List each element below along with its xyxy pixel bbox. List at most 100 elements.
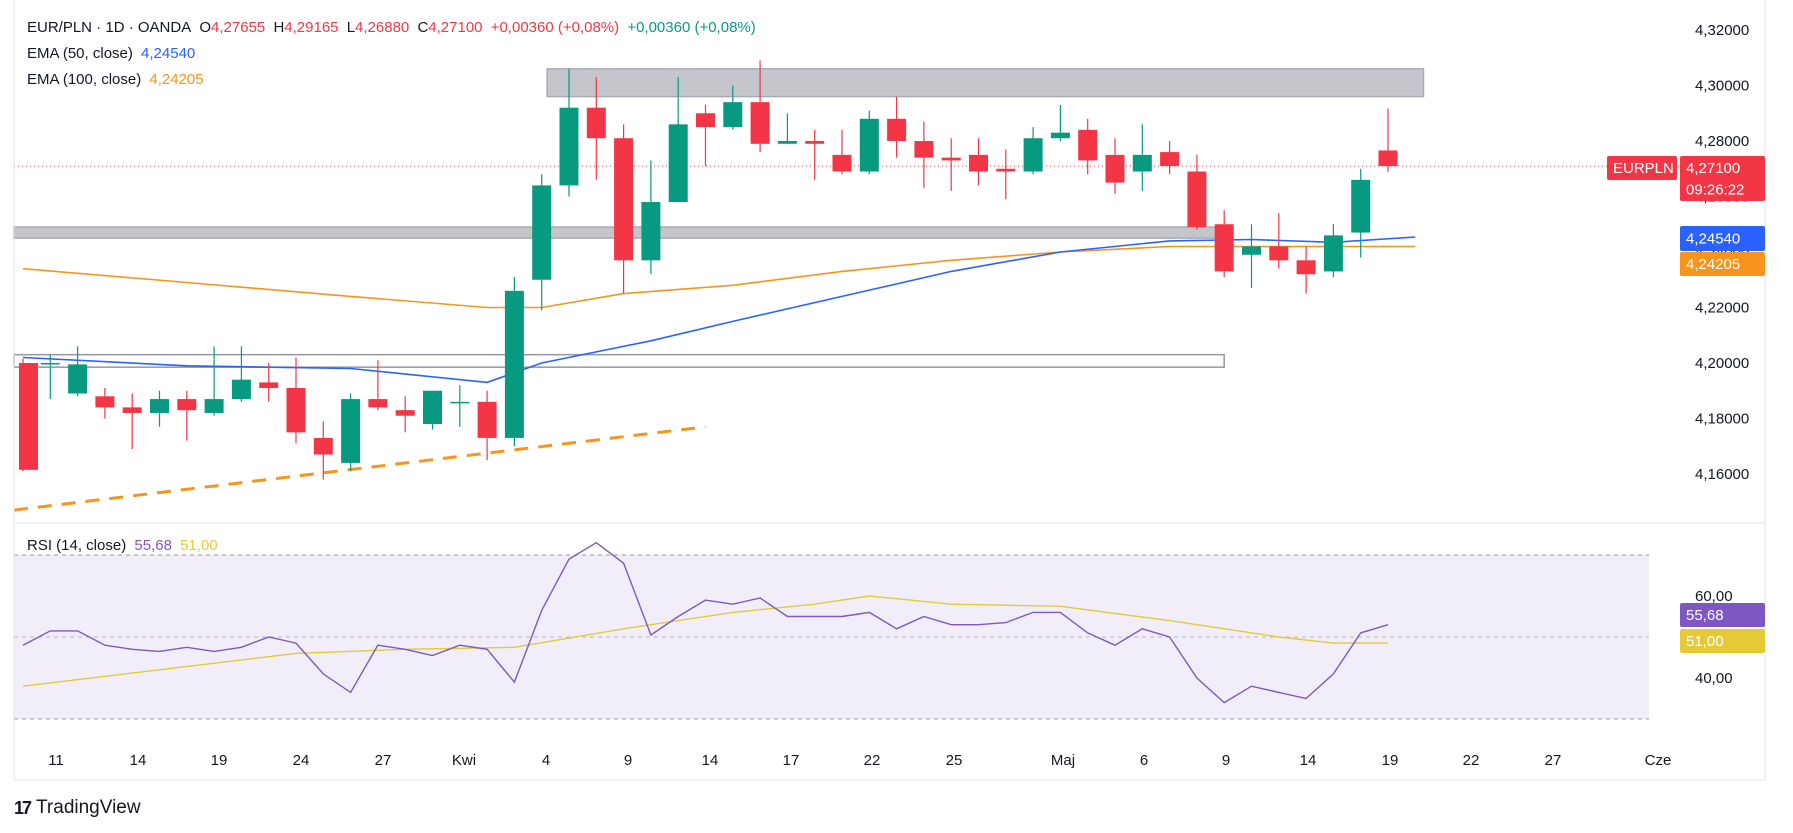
candle-31[interactable] [859, 110, 879, 175]
candle-11[interactable] [313, 421, 333, 480]
candle-30[interactable] [832, 129, 852, 175]
candle-33[interactable] [914, 121, 934, 189]
ema50-value: 4,24540 [141, 45, 196, 62]
candle-32[interactable] [887, 96, 907, 158]
symbol-tag: EURPLN [1607, 156, 1677, 180]
time-tick-label: 4 [542, 752, 550, 769]
tradingview-branding[interactable]: 17 TradingView [14, 797, 141, 819]
ema50-legend[interactable]: EMA (50, close) 4,24540 [27, 45, 199, 62]
rsi-tag: 55,68 [1680, 603, 1765, 627]
candle-body [887, 118, 907, 141]
candle-36[interactable] [996, 149, 1016, 200]
open-label: O4,27655 [199, 19, 266, 36]
candle-50[interactable] [1378, 108, 1398, 173]
last-price-tag-bg [1680, 156, 1765, 180]
candlesticks[interactable] [19, 60, 1398, 480]
candle-45[interactable] [1242, 224, 1261, 289]
time-tick-label: 14 [1300, 752, 1317, 769]
candle-body [1242, 246, 1261, 255]
candle-4[interactable] [122, 393, 142, 450]
candle-46[interactable] [1269, 213, 1289, 269]
rsi-ma-line [22, 595, 1388, 687]
candle-34[interactable] [941, 138, 961, 191]
candle-body [95, 396, 115, 408]
ema100-legend[interactable]: EMA (100, close) 4,24205 [27, 71, 208, 88]
price-zones [13, 68, 1425, 368]
candle-19[interactable] [532, 174, 552, 311]
candle-body [1378, 150, 1398, 166]
candle-27[interactable] [750, 60, 770, 153]
candle-29[interactable] [805, 129, 825, 180]
candle-22[interactable] [614, 124, 634, 294]
candle-18[interactable] [504, 276, 524, 447]
rsi-legend[interactable]: RSI (14, close) 55,68 51,00 [27, 537, 222, 554]
candle-8[interactable] [231, 346, 251, 402]
ema100-tag-text: 4,24205 [1686, 256, 1740, 273]
candle-16[interactable] [450, 385, 470, 427]
time-tick-label: Cze [1645, 752, 1672, 769]
candle-1[interactable] [40, 354, 60, 400]
symbol-tag-bg [1607, 156, 1677, 180]
candle-body [832, 154, 852, 172]
candle-body [969, 154, 988, 172]
time-tick-label: 22 [864, 752, 881, 769]
candle-6[interactable] [177, 390, 197, 441]
candle-body [1323, 235, 1343, 272]
open-value: 4,27655 [211, 19, 266, 36]
candle-44[interactable] [1214, 210, 1234, 277]
candle-43[interactable] [1187, 154, 1207, 230]
rsi-tick-label: 40,00 [1695, 670, 1733, 687]
candle-body [750, 102, 770, 144]
candle-47[interactable] [1296, 246, 1316, 294]
candle-35[interactable] [969, 138, 988, 186]
candle-body [177, 399, 197, 411]
price-tick-label: 4,16000 [1695, 466, 1749, 483]
candle-21[interactable] [586, 77, 606, 180]
ema100-line [22, 245, 1416, 309]
candle-39[interactable] [1078, 118, 1098, 175]
candle-25[interactable] [696, 104, 715, 166]
candle-3[interactable] [95, 387, 115, 419]
candle-24[interactable] [668, 77, 688, 203]
candle-body [859, 118, 879, 172]
candle-28[interactable] [777, 113, 797, 144]
candle-body [423, 390, 442, 425]
candle-37[interactable] [1023, 127, 1043, 175]
price-tick-label: 4,18000 [1695, 411, 1749, 428]
ema50-label: EMA (50, close) [27, 45, 133, 62]
time-tick-label: 9 [1222, 752, 1230, 769]
candle-13[interactable] [368, 360, 388, 411]
candle-body [696, 113, 715, 128]
candle-49[interactable] [1351, 168, 1371, 258]
candle-2[interactable] [68, 346, 88, 397]
candle-12[interactable] [341, 393, 361, 472]
change-value: +0,00360 (+0,08%) [490, 19, 620, 36]
candle-7[interactable] [204, 346, 224, 416]
candle-20[interactable] [559, 68, 579, 197]
candle-5[interactable] [150, 390, 169, 427]
candle-body [1050, 132, 1070, 139]
rsi-line [22, 541, 1389, 704]
ema100-tag: 4,24205 [1680, 252, 1765, 276]
tradingview-logo-icon: 17 [14, 797, 32, 818]
rsi-tag-bg [1680, 603, 1765, 627]
candle-41[interactable] [1132, 124, 1152, 191]
candle-17[interactable] [477, 390, 497, 461]
rsi-ma-tag-text: 51,00 [1686, 633, 1724, 650]
candle-15[interactable] [423, 390, 442, 430]
candle-48[interactable] [1323, 224, 1343, 277]
candle-body [941, 157, 961, 161]
ema100-tag-bg [1680, 252, 1765, 276]
candle-body [1160, 152, 1180, 166]
candle-42[interactable] [1160, 141, 1180, 175]
candle-40[interactable] [1105, 138, 1125, 194]
candle-23[interactable] [641, 160, 661, 275]
candle-10[interactable] [286, 357, 306, 444]
candle-0[interactable] [19, 358, 38, 472]
candle-9[interactable] [259, 363, 279, 402]
candle-26[interactable] [723, 85, 743, 130]
candle-14[interactable] [395, 396, 415, 433]
candle-38[interactable] [1050, 104, 1070, 141]
rsi-ma-tag: 51,00 [1680, 629, 1765, 653]
